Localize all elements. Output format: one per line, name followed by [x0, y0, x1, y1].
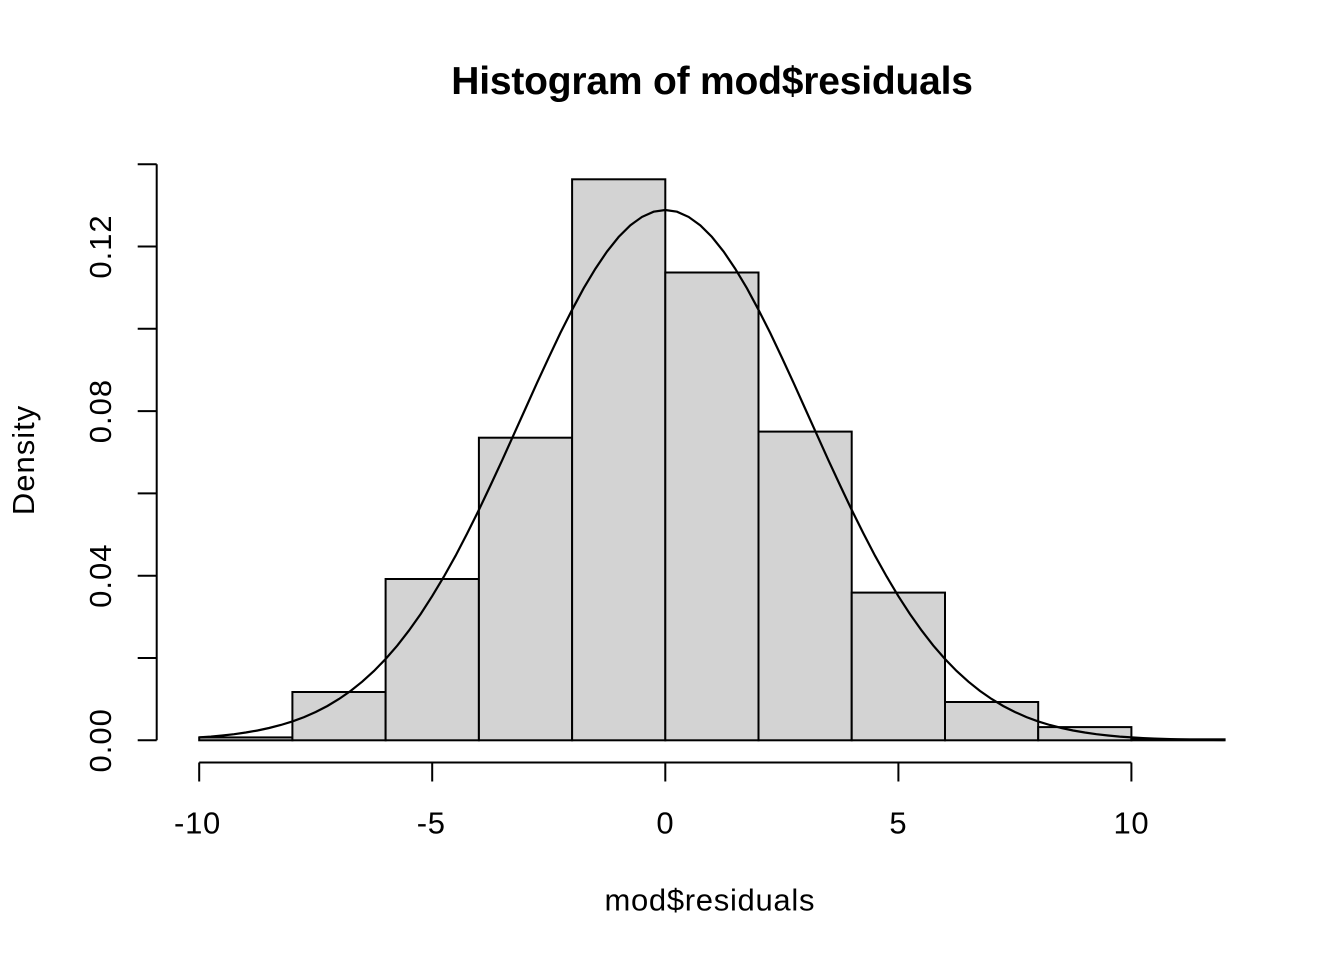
svg-text:5: 5: [889, 806, 907, 841]
svg-text:0.04: 0.04: [83, 544, 118, 608]
svg-text:0: 0: [656, 806, 674, 841]
svg-text:-5: -5: [417, 806, 446, 841]
svg-text:-10: -10: [174, 806, 221, 841]
svg-text:Density: Density: [6, 405, 41, 515]
svg-text:Histogram of mod$residuals: Histogram of mod$residuals: [451, 60, 972, 103]
svg-text:0.08: 0.08: [83, 379, 118, 443]
svg-text:10: 10: [1113, 806, 1149, 841]
svg-text:0.00: 0.00: [83, 708, 118, 772]
svg-text:0.12: 0.12: [83, 214, 118, 278]
svg-text:mod$residuals: mod$residuals: [604, 883, 815, 918]
